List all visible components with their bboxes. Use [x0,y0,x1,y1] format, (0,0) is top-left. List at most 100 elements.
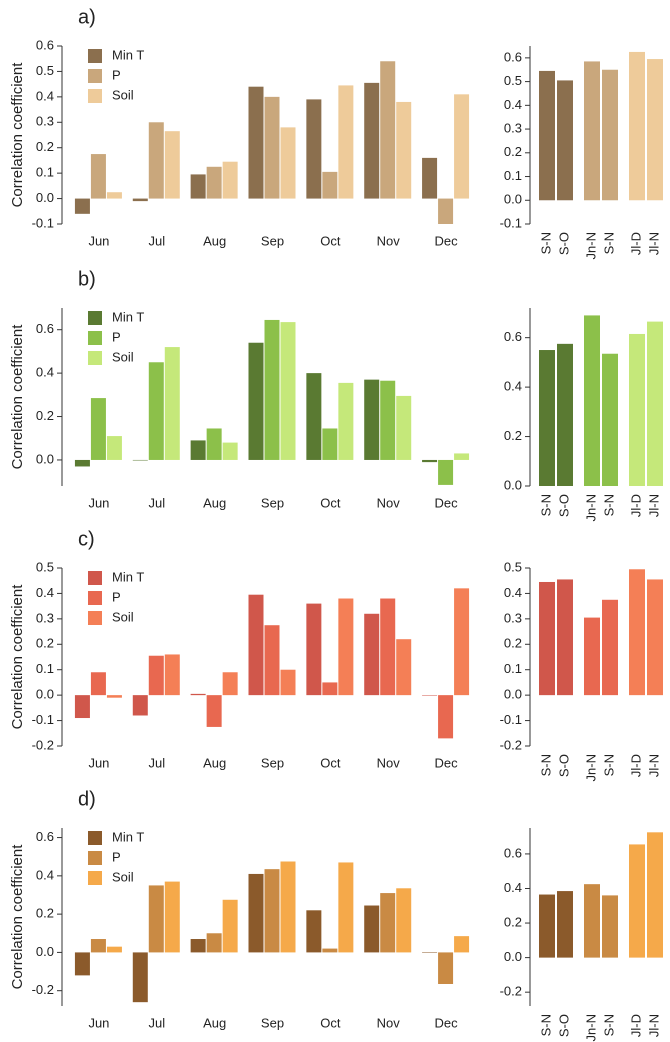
bar [584,617,600,696]
bar [322,428,338,460]
bar [380,893,396,953]
y-tick-label: 0.6 [504,49,522,64]
legend-swatch [88,851,102,865]
y-tick-label: 0.5 [36,63,54,78]
legend-swatch [88,89,102,103]
legend-label: Soil [112,869,134,884]
x-tick-label: Jun [88,495,109,510]
x-tick-label: S-N [538,1014,553,1036]
bar [322,682,338,696]
y-tick-label: 0.0 [36,687,54,702]
bar [422,157,438,199]
x-tick-label: S-N [601,494,616,516]
y-tick-label: 0.2 [36,906,54,921]
bar [74,952,90,976]
bar [629,51,645,201]
y-tick-label: 0.4 [36,365,54,380]
y-tick-label: 0.1 [36,661,54,676]
bar [438,459,454,485]
y-tick-label: -0.2 [500,737,522,752]
y-tick-label: 0.6 [36,321,54,336]
bar [222,899,238,953]
legend-swatch [88,69,102,83]
legend-swatch [88,831,102,845]
bar [248,873,264,953]
bar [629,569,645,696]
legend-swatch [88,311,102,325]
x-tick-label: Jun [88,233,109,248]
x-tick-label: Jun [88,755,109,770]
y-axis-label: Correlation coefficient [9,324,26,470]
y-tick-label: 0.1 [504,168,522,183]
bar [322,171,338,199]
panel-label: b) [78,268,96,290]
x-tick-label: S-N [601,1014,616,1036]
bar [454,94,470,199]
bar [164,881,180,953]
x-tick-label: S-N [538,754,553,776]
bar [206,933,222,953]
y-tick-label: -0.1 [32,215,54,230]
x-tick-label: Jn-N [583,232,598,259]
bar [164,347,180,460]
bar [396,395,412,460]
x-tick-label: Aug [203,1015,226,1030]
bar [539,894,555,958]
y-tick-label: -0.1 [500,215,522,230]
y-tick-label: 0.2 [36,408,54,423]
y-tick-label: 0.3 [36,610,54,625]
x-tick-label: Oct [320,1015,341,1030]
bar [190,693,206,696]
x-tick-label: Dec [435,233,459,248]
bar [557,891,573,958]
y-tick-label: 0.4 [504,880,522,895]
bar [338,85,354,199]
x-tick-label: S-N [538,494,553,516]
legend-label: P [112,589,121,604]
bar [364,82,380,199]
bar [148,655,164,696]
y-tick-label: 0.2 [504,428,522,443]
x-tick-label: Oct [320,755,341,770]
bar [280,861,296,953]
legend-label: Min T [112,829,144,844]
x-tick-label: Nov [377,755,401,770]
y-tick-label: 0.3 [36,114,54,129]
y-tick-label: 0.5 [36,559,54,574]
legend-label: Soil [112,349,134,364]
y-axis-label: Correlation coefficient [9,584,26,730]
x-tick-label: Jun [88,1015,109,1030]
bar [454,936,470,953]
y-tick-label: 0.2 [36,636,54,651]
x-tick-label: Sep [261,233,284,248]
bar [602,69,618,201]
bar [222,442,238,460]
bar [148,362,164,460]
y-tick-label: 0.4 [36,585,54,600]
panel-label: d) [78,788,96,810]
bar [364,905,380,953]
legend-label: Min T [112,309,144,324]
y-tick-label: 0.5 [504,73,522,88]
bar [132,952,148,1003]
bar [438,695,454,739]
bar [396,101,412,199]
bar [164,131,180,199]
x-tick-label: Jl-N [646,232,661,255]
y-tick-label: 0.0 [36,190,54,205]
y-tick-label: -0.1 [500,712,522,727]
y-tick-label: 0.4 [36,867,54,882]
legend-swatch [88,331,102,345]
bar [438,198,454,224]
bar [539,581,555,696]
x-tick-label: S-N [601,232,616,254]
bar [306,373,322,460]
bar [206,166,222,199]
bar [557,343,573,486]
bar [380,61,396,199]
bar [148,122,164,199]
legend-label: Soil [112,87,134,102]
bar [280,669,296,696]
x-tick-label: Jn-N [583,494,598,521]
bar [539,70,555,201]
